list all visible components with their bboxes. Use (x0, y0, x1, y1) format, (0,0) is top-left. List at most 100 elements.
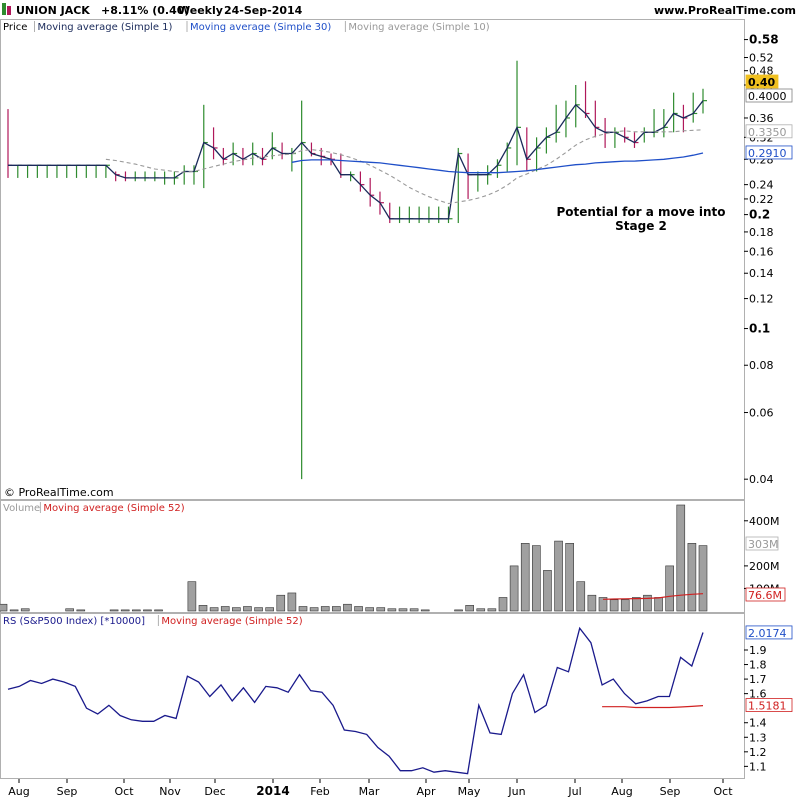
price-bar (624, 127, 629, 143)
rs-tick-label: 1.1 (749, 760, 767, 773)
volume-bar (220, 606, 230, 612)
price-tick-label: 0.2 (749, 208, 770, 222)
rs-tick-label: 1.9 (749, 644, 767, 657)
price-bar (389, 202, 394, 224)
price-tick-label: 0.16 (749, 245, 774, 258)
ma1-line (8, 100, 704, 220)
x-tick-label: Sep (660, 785, 681, 798)
volume-bar (532, 545, 541, 612)
x-tick-label: Apr (416, 785, 436, 798)
price-value-labels: 0.400.4000 0.3350 0.2910 (745, 74, 793, 160)
volume-bar (609, 599, 619, 612)
value-label-box (745, 145, 793, 160)
volume-bar (409, 608, 419, 612)
volume-bar (376, 607, 386, 612)
x-tick-label: Aug (8, 785, 29, 798)
price-bar (614, 127, 619, 148)
rs-panel-frame (0, 613, 745, 779)
volume-bar (9, 609, 19, 612)
price-bar (154, 171, 159, 182)
x-axis: Aug Sep Oct Nov Dec 2014 Feb Mar Apr May Jun Jul Aug… (8, 779, 733, 798)
volume-bar (232, 607, 241, 612)
value-label: 1.5181 (745, 698, 793, 713)
volume-bar (543, 570, 552, 612)
volume-bar (665, 565, 674, 612)
price-bar (36, 164, 42, 178)
header-website[interactable]: www.ProRealTime.com (654, 4, 796, 17)
x-tick-label: Jun (507, 785, 525, 798)
ma10-line (105, 129, 704, 205)
volume-bar (465, 605, 474, 612)
rs-ma52-line (602, 705, 704, 709)
header-change: +8.11% (0.40) (101, 4, 189, 17)
volume-bar (143, 609, 152, 612)
volume-bar (320, 606, 330, 612)
volume-bar (698, 545, 708, 612)
price-tick-label: 0.06 (749, 407, 774, 420)
value-label: 0.4000 (745, 88, 793, 103)
price-bar (124, 171, 130, 182)
header-date: 24-Sep-2014 (224, 4, 303, 17)
price-bar (7, 109, 12, 178)
volume-bar (20, 608, 30, 612)
value-label-box (745, 587, 786, 602)
price-bar (66, 164, 71, 178)
price-bar (565, 100, 570, 138)
volume-bar (398, 608, 408, 612)
volume-bar (454, 609, 463, 612)
rs-tick-label: 1.3 (749, 731, 767, 744)
price-bar (594, 100, 600, 138)
price-bar (584, 81, 590, 118)
header-period: Weekly (178, 4, 223, 17)
volume-legend: Volume Moving average (Simple 52) (3, 502, 185, 514)
volume-bar (154, 609, 163, 612)
volume-bar (487, 608, 497, 612)
price-bar (369, 177, 375, 207)
header-symbol: UNION JACK (16, 4, 90, 17)
price-bar (428, 206, 433, 224)
logo-icon-part (7, 6, 11, 15)
x-tick-label: Dec (204, 785, 225, 798)
x-tick-label: Jul (567, 785, 581, 798)
volume-bar (520, 543, 530, 612)
price-bar (26, 164, 32, 178)
value-label: 303M (745, 536, 779, 551)
logo-icon (2, 3, 6, 15)
price-bar (555, 104, 561, 143)
price-bar (418, 206, 424, 224)
price-legend: Price Moving average (Simple 1) Moving ave… (3, 21, 490, 33)
rs-value-labels: 2.0174 1.5181 (745, 625, 793, 713)
price-tick-label: 0.24 (749, 179, 774, 192)
value-label: 76.6M (745, 587, 786, 602)
price-panel-frame (0, 19, 745, 500)
volume-bar (209, 607, 219, 612)
volume-tick-label: 200M (749, 560, 780, 573)
copyright-text: © ProRealTime.com (4, 486, 114, 499)
price-bar (301, 100, 306, 480)
value-label-text: 0.3350 (748, 126, 787, 139)
value-label-box (745, 88, 793, 103)
price-bar (692, 92, 698, 123)
price-bar (17, 164, 22, 178)
price-bar (398, 206, 404, 224)
volume-bar (0, 603, 8, 612)
price-bar (46, 164, 52, 178)
volume-bar (620, 599, 630, 612)
rs-line (7, 626, 704, 775)
price-tick-label: 0.12 (749, 293, 774, 306)
volume-tick-label: 400M (749, 515, 780, 528)
price-bar (438, 206, 443, 224)
price-tick-label: 0.48 (749, 65, 774, 78)
price-bar (144, 171, 150, 182)
volume-bar (420, 609, 430, 612)
value-label-box (745, 536, 779, 551)
volume-bar (343, 603, 352, 612)
price-bar (673, 92, 678, 133)
volume-panel-frame (0, 500, 745, 613)
volume-ma52-line (602, 593, 704, 600)
volume-bar (654, 597, 663, 612)
price-bar (203, 104, 208, 189)
legend-entry: Price (3, 22, 27, 33)
price-tick-label: 0.14 (749, 267, 774, 280)
volume-bar (632, 597, 641, 612)
